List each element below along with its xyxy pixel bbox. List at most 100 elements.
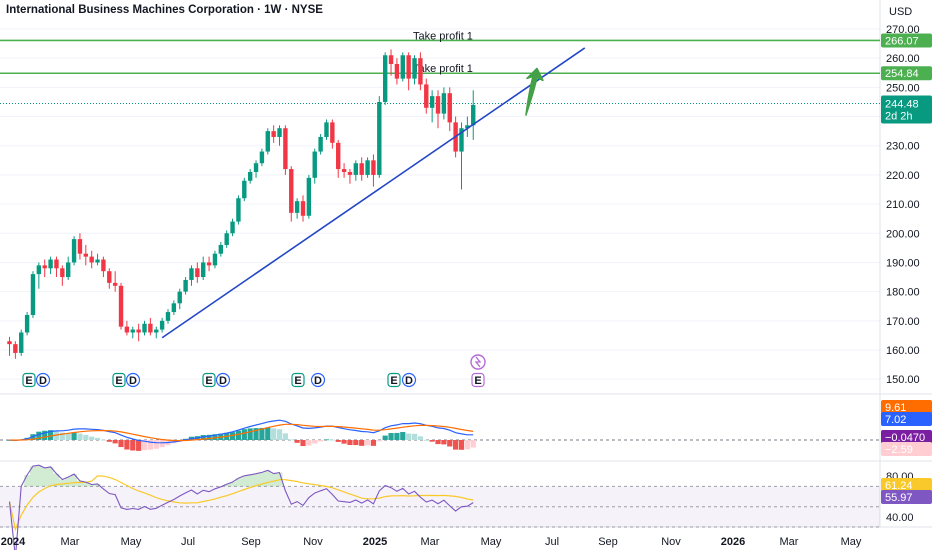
price-tick-label: 160.00 xyxy=(886,345,920,357)
event-marker-label: E xyxy=(474,375,481,387)
candle-body xyxy=(253,163,259,172)
candle-body xyxy=(324,122,329,137)
candle-body xyxy=(330,122,335,143)
candle-body xyxy=(300,201,306,216)
dividend-marker[interactable] xyxy=(310,372,326,388)
earnings-marker[interactable] xyxy=(471,372,485,388)
candle-body xyxy=(289,169,294,213)
macd-histogram-bar xyxy=(276,429,283,440)
candle-body xyxy=(124,326,130,333)
macd-histogram-bar xyxy=(288,439,294,441)
macd-histogram-bar xyxy=(294,440,300,443)
macd-histogram-bar xyxy=(212,434,218,440)
rsi-pane xyxy=(0,464,880,550)
macd-histogram-bar xyxy=(417,436,423,440)
candle-body xyxy=(465,125,470,129)
candle-body xyxy=(7,341,12,345)
dividend-marker[interactable] xyxy=(401,372,417,388)
macd-histogram-bar xyxy=(329,439,335,441)
macd-histogram-bar xyxy=(323,439,330,441)
trendline xyxy=(161,47,586,339)
time-tick-label: May xyxy=(121,536,142,548)
time-tick-label: Jul xyxy=(181,536,195,548)
grid xyxy=(0,28,880,380)
candle-body xyxy=(212,253,218,266)
candle-body xyxy=(447,93,452,123)
candle-body xyxy=(312,151,317,178)
macd-histogram-bar xyxy=(229,432,236,440)
dividend-marker[interactable] xyxy=(215,372,231,388)
macd-histogram-bar xyxy=(200,435,206,440)
currency-label: USD xyxy=(889,6,912,18)
macd-histogram-bar xyxy=(411,433,418,440)
candle-body xyxy=(171,303,177,313)
macd-histogram-bar xyxy=(59,432,65,440)
candle-body xyxy=(154,329,159,333)
macd-histogram-bar xyxy=(400,431,406,440)
macd-histogram-bar xyxy=(300,440,306,447)
price-tick-label: 230.00 xyxy=(886,141,920,153)
take-profit-lines: Take profit 1 Take profit 1 xyxy=(0,30,880,75)
dividend-marker[interactable] xyxy=(125,372,141,388)
time-tick-label: Mar xyxy=(421,536,440,548)
last-price-tag: 244.48 xyxy=(885,98,919,110)
macd-histogram-bar xyxy=(47,430,54,440)
macd-histogram-bar xyxy=(83,434,89,440)
candle-body xyxy=(66,262,71,278)
candle-body xyxy=(294,201,300,213)
last-price-tag-bg xyxy=(881,95,932,124)
histogram-value-tag-2: −2.59 xyxy=(885,444,913,456)
candle-body xyxy=(424,84,429,108)
time-tick-label: 2025 xyxy=(363,536,387,548)
macd-histogram-bar xyxy=(306,440,312,446)
take-profit-label: Take profit 1 xyxy=(413,30,473,42)
chart-title: International Business Machines Corporat… xyxy=(6,4,323,16)
up-arrow-drawing[interactable] xyxy=(525,67,544,116)
candle-body xyxy=(142,323,147,333)
histogram-value-tag-2-bg xyxy=(881,442,932,456)
take-profit-tag: 254.84 xyxy=(885,68,919,80)
candle-body xyxy=(183,279,188,292)
time-tick-label: Mar xyxy=(61,536,80,548)
time-axis[interactable]: 2024 Mar May Jul Sep Nov 2025 Mar May Jul Sep Nov 20… xyxy=(1,536,862,548)
macd-histogram-bar xyxy=(353,440,359,446)
candle-body xyxy=(382,55,388,102)
candle-body xyxy=(394,64,400,79)
macd-histogram-bar xyxy=(370,440,377,446)
lightning-icon xyxy=(474,356,482,368)
histogram-value-tag: −0.0470 xyxy=(885,432,925,444)
event-marker-label: D xyxy=(129,375,137,387)
earnings-marker[interactable] xyxy=(112,372,126,388)
signal-line xyxy=(9,423,474,442)
earnings-marker[interactable] xyxy=(22,372,36,388)
time-tick-label: Sep xyxy=(598,536,618,548)
macd-histogram-bar xyxy=(470,440,476,448)
macd-histogram-bar xyxy=(147,440,153,450)
earnings-marker[interactable] xyxy=(202,372,216,388)
rsi-overbought-fill xyxy=(24,465,389,487)
candle-body xyxy=(271,131,276,137)
event-marker-label: E xyxy=(25,375,32,387)
up-arrow-shape[interactable] xyxy=(525,67,544,116)
earnings-marker[interactable] xyxy=(387,372,401,388)
macd-histogram-bar xyxy=(335,440,341,442)
candle-body xyxy=(13,344,18,353)
macd-pane xyxy=(0,419,880,451)
candle-body xyxy=(165,312,171,321)
candle-body xyxy=(359,163,364,175)
candle-body xyxy=(377,101,382,175)
macd-histogram-bar xyxy=(118,440,124,448)
dividend-marker[interactable] xyxy=(35,372,51,388)
price-axis[interactable]: USD270.00260.00250.00240.00230.00220.002… xyxy=(886,6,920,524)
earnings-marker[interactable] xyxy=(291,372,305,388)
candle-body xyxy=(48,259,53,269)
macd-histogram-bar xyxy=(447,440,453,447)
price-tick-label: 260.00 xyxy=(886,53,920,65)
event-marker-label: D xyxy=(314,375,322,387)
macd-histogram-bar xyxy=(341,440,347,444)
candle-body xyxy=(118,285,124,327)
candle-body xyxy=(265,131,270,152)
